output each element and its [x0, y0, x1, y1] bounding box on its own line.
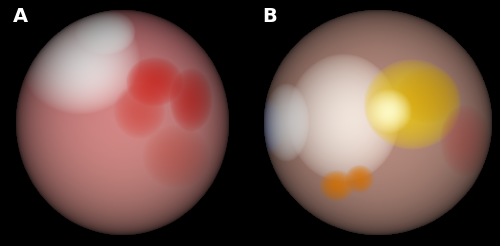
Text: A: A — [12, 7, 28, 26]
Text: B: B — [262, 7, 277, 26]
